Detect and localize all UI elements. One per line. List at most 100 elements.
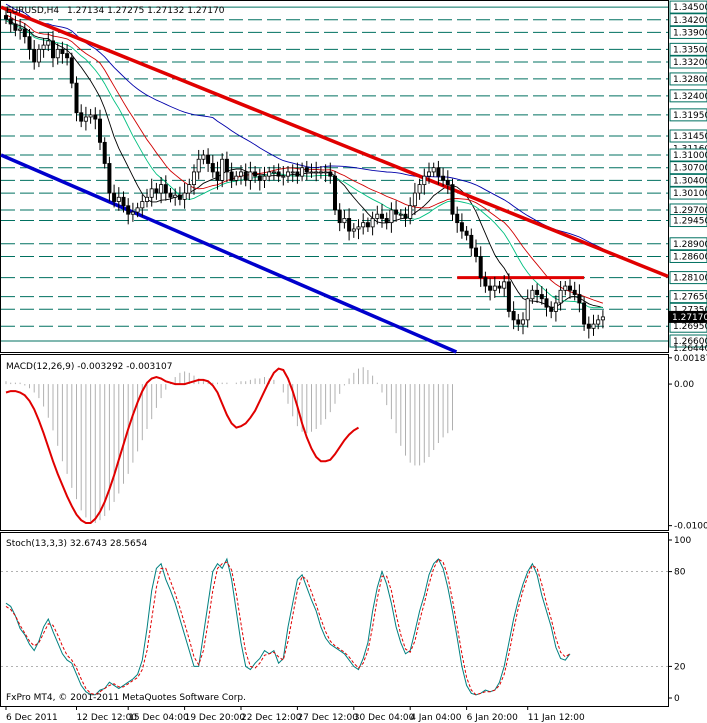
candle-body [469, 234, 474, 249]
candle-body [417, 184, 422, 194]
macd-tick-label: -0.01009 [674, 522, 707, 532]
time-tick-label: 12 Dec 12:00 [77, 713, 138, 723]
candle-body [32, 48, 37, 63]
stoch-axis: 100 80 20 0 [668, 536, 691, 704]
candle-body [168, 192, 173, 198]
candle-body [342, 218, 347, 224]
time-tick-label: 15 Dec 04:00 [128, 713, 189, 723]
candle-body [51, 40, 56, 59]
blue-trendline [0, 153, 458, 354]
candle-body [375, 213, 380, 219]
candle-body [267, 171, 272, 177]
candle-body [257, 175, 262, 181]
candle-body [389, 209, 394, 224]
price-axis-label: 1.28100 [673, 274, 707, 284]
candle-body [403, 213, 408, 219]
price-tag-box [669, 249, 707, 263]
candle-body [478, 256, 483, 279]
price-axis-label: 1.27350 [673, 305, 707, 315]
candle-body [187, 184, 192, 194]
candle-body [459, 222, 464, 232]
candle-body [441, 175, 446, 181]
stoch-title: Stoch(13,3,3) 32.6743 28.5654 [6, 539, 147, 549]
candle-body [210, 163, 215, 173]
price-tag-box [669, 108, 707, 122]
candle-body [112, 192, 117, 202]
price-tag-box [669, 173, 707, 187]
candle-body [572, 289, 577, 295]
macd-axis: 0.00187 0.00 -0.01009 [668, 354, 707, 532]
price-tag-box [669, 237, 707, 251]
candle-body [88, 114, 93, 118]
candle-body [220, 158, 225, 181]
price-axis-label: 1.33900 [673, 28, 707, 38]
candle-body [558, 289, 563, 304]
stoch-tick-label: 20 [674, 662, 686, 672]
price-axis-label: 1.33200 [673, 58, 707, 68]
time-tick-label: 6 Jan 20:00 [467, 713, 519, 723]
price-axis-label: 1.28900 [673, 240, 707, 250]
candle-body [290, 171, 295, 174]
price-tag-box [669, 290, 707, 304]
candle-body [41, 44, 46, 50]
candle-body [436, 167, 441, 177]
candle-body [281, 175, 286, 178]
price-axis-label: 1.32800 [673, 75, 707, 85]
price-axis-label: 1.34500 [673, 3, 707, 13]
candle-body [492, 285, 497, 291]
price-tag-box [669, 25, 707, 39]
candle-body [549, 306, 554, 312]
price-tag-box [669, 89, 707, 103]
candle-body [361, 222, 366, 228]
candle-body [243, 171, 248, 181]
ma-green-line [5, 20, 603, 309]
candle-body [398, 213, 403, 216]
candle-body [173, 194, 178, 198]
candle-body [539, 294, 544, 300]
candle-body [116, 196, 121, 202]
price-tag-box [669, 334, 707, 348]
candle-body [18, 28, 23, 31]
candle-body [568, 285, 573, 291]
macd-title: MACD(12,26,9) -0.003292 -0.003107 [6, 362, 172, 372]
candle-body [4, 15, 9, 20]
candle-body [337, 209, 342, 224]
candle-body [332, 175, 337, 211]
candle-body [591, 323, 596, 329]
macd-signal-line [5, 367, 360, 524]
candle-body [144, 196, 149, 202]
candle-body [79, 112, 84, 122]
time-tick-label: 22 Dec 12:00 [241, 713, 302, 723]
candle-body [36, 48, 41, 63]
candle-body [309, 171, 314, 174]
moving-averages [5, 3, 604, 309]
candle-body [318, 171, 323, 174]
time-tick-label: 4 Jan 04:00 [410, 713, 462, 723]
candle-body [234, 175, 239, 181]
candle-body [497, 285, 502, 289]
price-axis-label: 1.26950 [673, 322, 707, 332]
candle-body [347, 218, 352, 232]
candle-body [74, 82, 79, 114]
candle-body [135, 207, 140, 213]
candle-body [488, 285, 493, 291]
candle-body [262, 175, 267, 181]
candle-body [215, 171, 220, 181]
candle-body [206, 154, 211, 164]
candle-body [596, 319, 601, 325]
candle-body [13, 23, 18, 31]
price-axis-label: 1.31450 [673, 132, 707, 142]
candle-body [238, 171, 243, 177]
candle-body [370, 218, 375, 228]
price-axis-label: 1.29450 [673, 217, 707, 227]
price-axis-label: 1.27650 [673, 293, 707, 303]
candle-body [600, 316, 605, 321]
price-tag-box [669, 72, 707, 86]
ma-slow-line [5, 3, 604, 250]
candle-body [563, 285, 568, 291]
candle-body [224, 158, 229, 173]
time-tick-label: 30 Dec 04:00 [354, 713, 415, 723]
candle-body [586, 323, 591, 329]
